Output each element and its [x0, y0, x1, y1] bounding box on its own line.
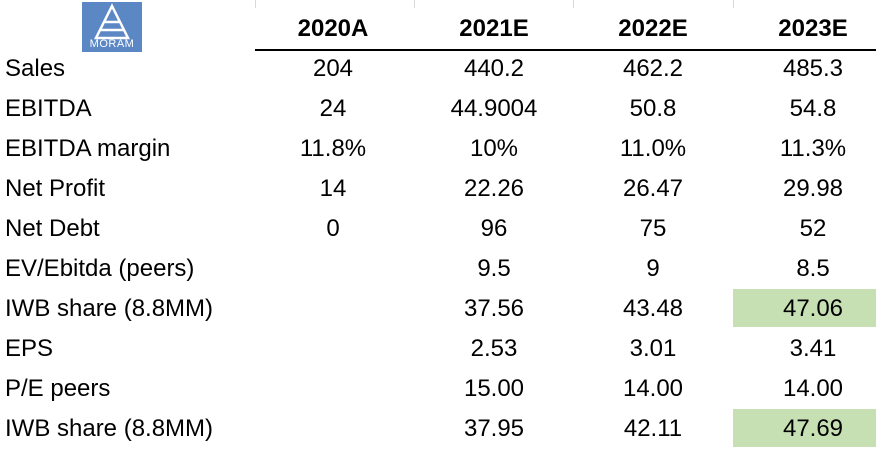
cell-2020a	[258, 409, 408, 449]
cell-2022e: 11.0%	[619, 135, 687, 162]
cell-2022e: 14.00	[622, 375, 684, 402]
column-guide	[255, 0, 256, 8]
cell-2023e: 11.3%	[779, 135, 847, 162]
table-row: EPS 2.53 3.01 3.41	[0, 329, 876, 369]
pyramid-icon	[93, 3, 131, 40]
table-row: Net Profit 14 22.26 26.47 29.98	[0, 169, 876, 209]
cell-2021e: 44.9004	[450, 95, 538, 122]
table-row: IWB share (8.8MM) 37.95 42.11 47.69	[0, 409, 876, 449]
highlight-fill	[733, 289, 876, 327]
cell-2023e: 485.3	[782, 55, 844, 82]
header-row: 2020A 2021E 2022E 2023E	[0, 10, 876, 48]
cell-2021e: 96	[480, 215, 508, 242]
cell-2020a	[258, 369, 408, 409]
cell-2020a: 204	[312, 55, 354, 82]
row-label: EBITDA	[5, 95, 92, 122]
cell-2021e: 9.5	[477, 255, 511, 282]
cell-2021e: 37.56	[463, 295, 525, 322]
cell-2022e: 75	[639, 215, 667, 242]
cell-2022e: 42.11	[623, 415, 683, 442]
column-header: 2021E	[459, 15, 529, 42]
table-row: EBITDA margin 11.8% 10% 11.0% 11.3%	[0, 129, 876, 169]
table-row: IWB share (8.8MM) 37.56 43.48 47.06	[0, 289, 876, 329]
column-guide	[573, 0, 574, 8]
cell-2020a	[258, 289, 408, 329]
cell-2021e: 10%	[469, 135, 519, 162]
row-label: Sales	[5, 55, 66, 82]
column-header: 2022E	[618, 15, 688, 42]
moram-logo: MORAM	[82, 2, 142, 52]
cell-2020a	[258, 249, 408, 289]
cell-2021e: 440.2	[463, 55, 525, 82]
cell-2021e: 22.26	[463, 175, 525, 202]
row-label: P/E peers	[5, 375, 111, 402]
highlight-fill	[733, 409, 876, 447]
cell-2021e: 15.00	[463, 375, 525, 402]
row-label: EBITDA margin	[5, 135, 171, 162]
row-label: Net Debt	[5, 215, 100, 242]
column-guide	[733, 0, 734, 8]
highlighted-cell-2023e: 47.69	[782, 415, 844, 442]
cell-2023e: 3.41	[789, 335, 837, 362]
row-label: IWB share (8.8MM)	[5, 415, 214, 442]
cell-2022e: 26.47	[622, 175, 684, 202]
table-row: EV/Ebitda (peers) 9.5 9 8.5	[0, 249, 876, 289]
table-row: EBITDA 24 44.9004 50.8 54.8	[0, 89, 876, 129]
column-header: 2020A	[297, 15, 369, 42]
row-label: EPS	[5, 335, 54, 362]
cell-2022e: 3.01	[629, 335, 677, 362]
table-row: Sales 204 440.2 462.2 485.3	[0, 49, 876, 89]
header-underline	[255, 49, 876, 51]
cell-2022e: 50.8	[629, 95, 677, 122]
column-header: 2023E	[778, 15, 848, 42]
cell-2023e: 14.00	[782, 375, 844, 402]
cell-2023e: 54.8	[789, 95, 837, 122]
table-row: Net Debt 0 96 75 52	[0, 209, 876, 249]
cell-2020a: 0	[326, 215, 340, 242]
cell-2022e: 43.48	[622, 295, 684, 322]
cell-2022e: 9	[646, 255, 660, 282]
column-guide	[414, 0, 415, 8]
logo-text: MORAM	[89, 38, 135, 50]
cell-2021e: 2.53	[470, 335, 518, 362]
highlighted-cell-2023e: 47.06	[782, 295, 844, 322]
table-row: P/E peers 15.00 14.00 14.00	[0, 369, 876, 409]
cell-2023e: 52	[799, 215, 827, 242]
row-label: Net Profit	[5, 175, 106, 202]
cell-2020a: 24	[319, 95, 347, 122]
cell-2023e: 29.98	[782, 175, 844, 202]
cell-2023e: 8.5	[796, 255, 830, 282]
cell-2022e: 462.2	[622, 55, 684, 82]
row-label: EV/Ebitda (peers)	[5, 255, 195, 282]
cell-2021e: 37.95	[463, 415, 525, 442]
cell-2020a	[258, 329, 408, 369]
cell-2020a: 14	[319, 175, 347, 202]
row-label: IWB share (8.8MM)	[5, 295, 214, 322]
cell-2020a: 11.8%	[299, 135, 367, 162]
